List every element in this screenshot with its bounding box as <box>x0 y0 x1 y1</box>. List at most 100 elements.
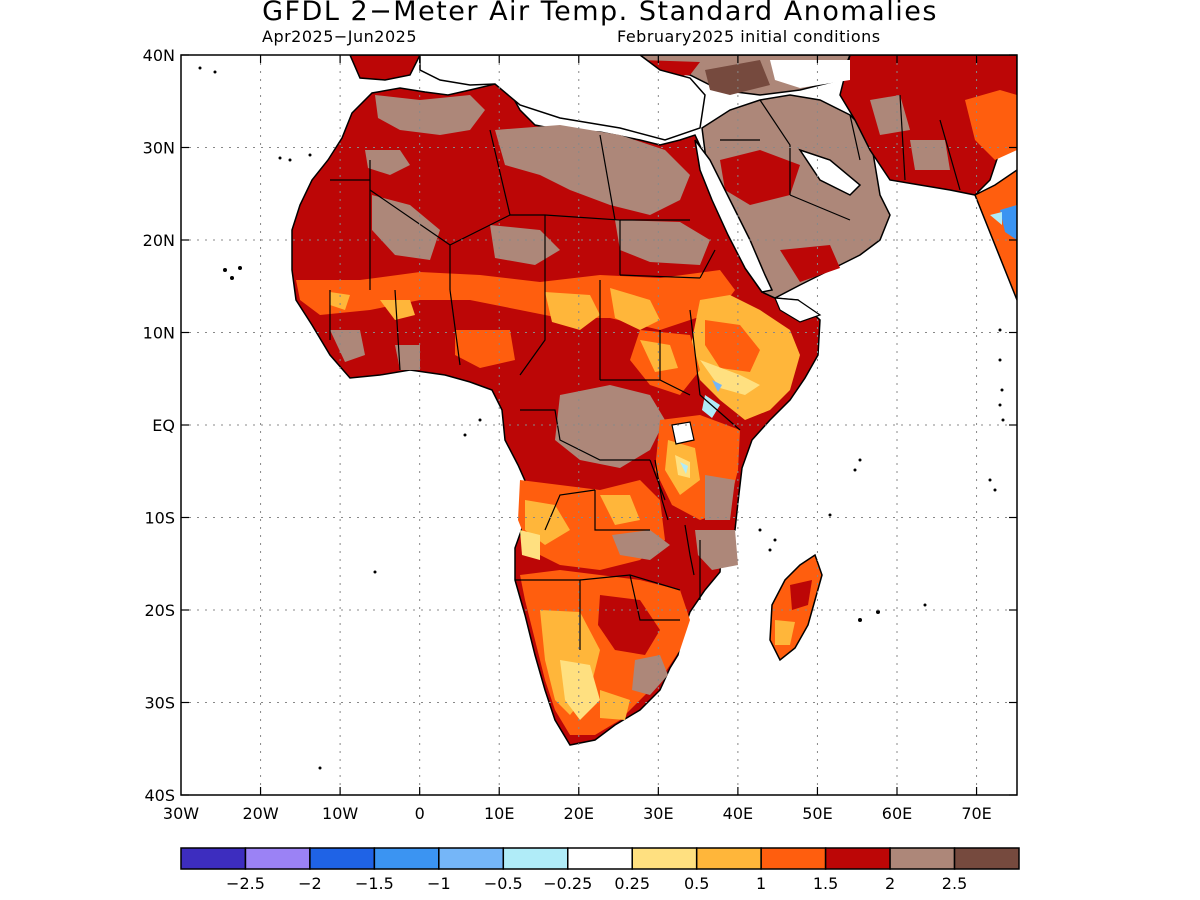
islands <box>198 66 1005 770</box>
lat-tick-label: 40N <box>143 46 175 65</box>
colorbar-swatch <box>695 847 762 870</box>
lon-tick-label: 10E <box>484 804 514 823</box>
south-asia-patch <box>990 212 1002 225</box>
colorbar-label: −1 <box>427 874 451 893</box>
madagascar-patch <box>775 620 795 645</box>
lake-malawi <box>684 524 695 576</box>
colorbar-swatch <box>760 847 827 870</box>
colorbar-label: −2.5 <box>226 874 265 893</box>
india-landmass <box>974 169 1017 301</box>
colorbar-swatch <box>244 847 311 870</box>
arabia-patch <box>770 60 850 88</box>
lat-tick-label: 30N <box>143 139 175 158</box>
east-africa-patch <box>705 475 735 520</box>
arabia-patch <box>720 150 800 205</box>
sahel-band <box>610 288 660 330</box>
horn-region <box>712 380 722 392</box>
lon-tick-label: 50E <box>802 804 832 823</box>
colorbar-swatch <box>953 847 1020 870</box>
colorbar-swatch <box>889 847 956 870</box>
gridlines <box>181 55 1017 795</box>
lon-tick-label: 30E <box>643 804 673 823</box>
colorbar-label: −1.5 <box>355 874 394 893</box>
ticks <box>181 54 1017 796</box>
colorbar-swatch <box>502 847 569 870</box>
horn-region <box>700 360 760 395</box>
south-asia-patch <box>965 90 1017 160</box>
east-africa-patch <box>695 530 738 570</box>
sahara-patch <box>375 95 485 135</box>
sahara-patch <box>495 125 690 215</box>
sahara-patch <box>372 195 440 260</box>
madagascar-patch <box>790 580 812 610</box>
lat-tick-label: 20S <box>144 601 175 620</box>
lon-tick-label: 20E <box>564 804 594 823</box>
colorbar-swatch <box>824 847 891 870</box>
southern-africa-patch <box>520 530 540 560</box>
lat-tick-label: 10N <box>143 324 175 343</box>
colorbar-label: 0.25 <box>614 874 650 893</box>
initial-conditions: February2025 initial conditions <box>617 27 881 46</box>
sahel-band <box>380 300 415 320</box>
colorbar-label: −2 <box>298 874 322 893</box>
colorbar-swatch <box>631 847 698 870</box>
central-africa-patch <box>640 340 678 372</box>
west-africa-patch <box>395 345 420 370</box>
southern-africa-patch <box>632 655 668 695</box>
red-sea <box>694 139 774 293</box>
colorbar-label: 2 <box>885 874 895 893</box>
south-asia-patch <box>910 140 950 170</box>
lon-tick-label: 0 <box>415 804 425 823</box>
lon-tick-label: 40E <box>723 804 753 823</box>
lon-tick-label: 10W <box>322 804 358 823</box>
lat-tick-label: 30S <box>144 694 175 713</box>
colorbar-swatch <box>438 847 505 870</box>
sahara-patch <box>365 150 410 175</box>
gulf-of-aden <box>774 297 822 323</box>
lon-tick-label: 30W <box>163 804 199 823</box>
colorbar-swatch <box>373 847 440 870</box>
colorbar-swatch <box>180 847 247 870</box>
colorbar-label: 2.5 <box>942 874 967 893</box>
anomaly-field <box>198 55 1017 770</box>
lat-tick-label: EQ <box>152 416 175 435</box>
colorbar-label: 1.5 <box>813 874 838 893</box>
mediterranean-sea <box>419 55 706 141</box>
southern-africa-patch <box>560 660 600 720</box>
colorbar-labels: −2.5 −2 −1.5 −1 −0.5 −0.25 0.25 0.5 1 1.5 2 2.5 <box>226 874 967 893</box>
east-africa-patch <box>680 462 688 474</box>
iberia-landmass <box>349 55 421 81</box>
sahara-patch <box>615 220 710 265</box>
south-asia-patch <box>1000 205 1017 240</box>
colorbar-label: 1 <box>756 874 766 893</box>
southern-africa-patch <box>600 690 630 720</box>
colorbar-label: −0.25 <box>543 874 592 893</box>
sahara-patch <box>490 225 560 265</box>
colorbar <box>180 847 1020 870</box>
lat-tick-label: 20N <box>143 231 175 250</box>
west-africa-patch <box>330 330 365 362</box>
lake-tanganyika <box>654 459 669 521</box>
southern-africa-patch <box>612 530 670 560</box>
latitude-labels: 40N 30N 20N 10N EQ 10S 20S 30S 40S <box>143 46 175 805</box>
arabia-patch <box>780 245 840 282</box>
longitude-labels: 30W 20W 10W 0 10E 20E 30E 40E 50E 60E 70E <box>163 804 992 823</box>
lon-tick-label: 60E <box>882 804 912 823</box>
lon-tick-label: 20W <box>242 804 278 823</box>
lat-tick-label: 40S <box>144 786 175 805</box>
lake-victoria <box>671 421 695 445</box>
colorbar-swatch <box>309 847 376 870</box>
lat-tick-label: 10S <box>144 509 175 528</box>
country-borders <box>329 94 961 650</box>
west-africa-patch <box>455 330 515 368</box>
arabia-patch <box>705 60 770 95</box>
map-title: GFDL 2−Meter Air Temp. Standard Anomalie… <box>262 0 938 27</box>
colorbar-swatch <box>567 847 633 870</box>
forecast-period: Apr2025−Jun2025 <box>262 27 418 46</box>
sahel-band <box>330 292 350 310</box>
congo-patch <box>555 385 665 468</box>
colorbar-label: −0.5 <box>484 874 523 893</box>
colorbar-label: 0.5 <box>684 874 709 893</box>
sahel-band <box>545 292 600 330</box>
